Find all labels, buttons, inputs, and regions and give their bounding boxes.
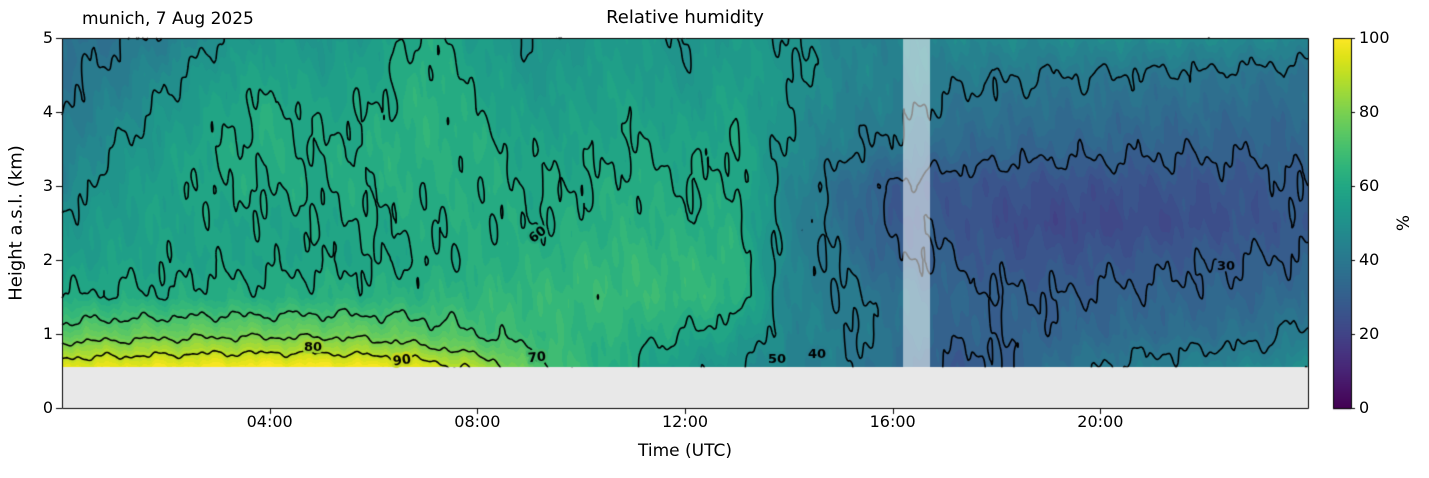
figure: munich, 7 Aug 2025 Relative humidity Tim…	[0, 0, 1429, 478]
humidity-contour-plot-canvas	[0, 0, 1429, 478]
